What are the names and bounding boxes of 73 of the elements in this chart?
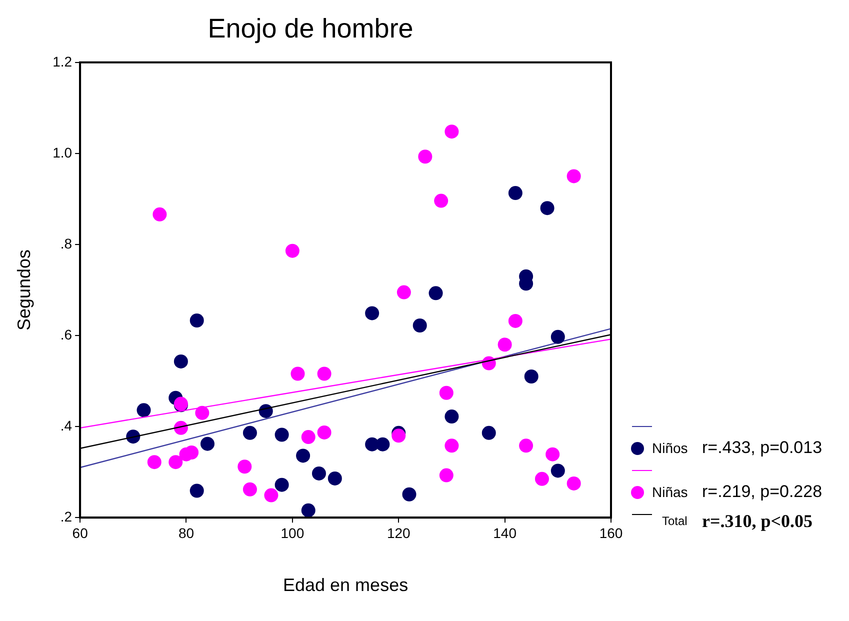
point <box>550 330 565 344</box>
point <box>508 314 522 328</box>
point <box>242 426 257 440</box>
x-tick-label: 120 <box>386 524 411 541</box>
point <box>312 466 326 480</box>
point <box>242 482 257 496</box>
point <box>264 488 278 502</box>
point <box>296 448 310 463</box>
y-tick-label: .2 <box>60 508 72 524</box>
x-axis-title: Edad en meses <box>282 575 408 596</box>
point <box>482 426 496 440</box>
point <box>444 438 459 453</box>
point <box>301 430 316 444</box>
x-tick-label: 100 <box>280 524 304 541</box>
point <box>519 438 534 453</box>
point <box>498 338 512 352</box>
y-tick-label: 1.0 <box>52 144 72 160</box>
point <box>136 403 151 418</box>
x-tick-label: 60 <box>72 524 88 541</box>
y-tick-label: .4 <box>60 417 72 434</box>
point <box>152 207 167 222</box>
point <box>274 478 289 492</box>
x-tick-label: 80 <box>178 524 194 541</box>
point <box>317 366 332 381</box>
point <box>444 124 459 139</box>
point <box>439 386 454 400</box>
point <box>376 437 390 452</box>
point <box>534 472 549 486</box>
point <box>546 447 560 462</box>
point <box>434 194 448 208</box>
point <box>301 503 316 518</box>
y-tick-label: .6 <box>60 326 72 342</box>
point <box>428 286 443 300</box>
point <box>290 366 305 381</box>
point <box>285 244 300 258</box>
chart-title: Enojo de hombre <box>208 14 414 44</box>
legend-label: Total <box>662 514 688 528</box>
text: r=.219, p=0.228 <box>702 482 822 502</box>
point <box>200 436 214 451</box>
point <box>550 464 565 478</box>
point <box>274 428 289 442</box>
point <box>174 354 188 368</box>
point <box>168 455 183 470</box>
y-axis-title: Segundos <box>14 249 34 331</box>
point <box>418 150 432 164</box>
point <box>508 186 522 200</box>
point <box>402 487 416 502</box>
point <box>328 471 342 486</box>
point <box>524 369 538 384</box>
point <box>147 455 162 470</box>
point <box>317 425 332 440</box>
point <box>195 406 210 420</box>
point <box>238 460 252 474</box>
point <box>412 318 427 333</box>
y-tick-label: .8 <box>60 235 72 252</box>
point <box>444 410 459 424</box>
point <box>190 314 204 328</box>
point <box>392 428 406 443</box>
point <box>566 476 581 490</box>
point <box>190 484 204 498</box>
legend-label: Niños <box>652 440 689 456</box>
point <box>396 285 411 300</box>
point <box>184 446 199 460</box>
point <box>566 169 581 184</box>
text: r=.433, p=0.013 <box>702 438 822 458</box>
y-tick-label: 1.2 <box>52 53 72 70</box>
x-tick-label: 140 <box>493 524 517 541</box>
legend-label: Niñas <box>652 484 689 500</box>
text: r=.310, p<0.05 <box>702 510 813 532</box>
point <box>365 306 380 320</box>
x-tick-label: 160 <box>599 524 623 541</box>
point <box>439 468 454 482</box>
point <box>540 201 554 216</box>
